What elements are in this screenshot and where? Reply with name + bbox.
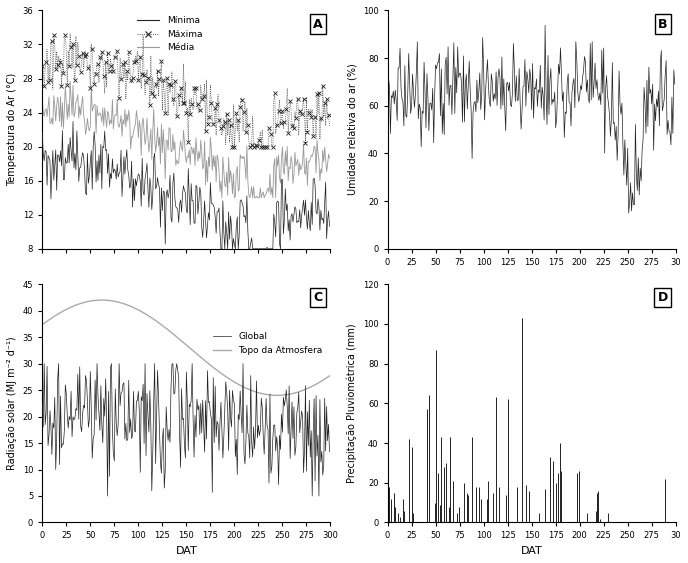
X-axis label: DAT: DAT xyxy=(175,546,197,556)
Text: C: C xyxy=(313,291,323,305)
Text: B: B xyxy=(658,17,667,30)
Global xyxy=(301,446,309,453)
Legend: Global, Topo da Atmosfera: Global, Topo da Atmosfera xyxy=(209,329,326,359)
Line: Topo da Atmosfera: Topo da Atmosfera xyxy=(42,300,330,395)
Topo da Atmosfera xyxy=(39,320,47,327)
Global xyxy=(325,448,334,455)
Y-axis label: Radiação solar (MJ m⁻² d⁻¹): Radiação solar (MJ m⁻² d⁻¹) xyxy=(7,337,17,470)
Global xyxy=(39,424,47,431)
Y-axis label: Umidade relativa do ar (%): Umidade relativa do ar (%) xyxy=(347,64,357,195)
Topo da Atmosfera xyxy=(325,373,334,379)
Topo da Atmosfera xyxy=(272,392,281,399)
Legend: Mínima, Máxima, Média: Mínima, Máxima, Média xyxy=(133,12,206,56)
Global xyxy=(210,439,218,446)
Topo da Atmosfera xyxy=(215,368,223,375)
Topo da Atmosfera xyxy=(210,365,218,372)
Topo da Atmosfera xyxy=(98,297,106,303)
X-axis label: DAT: DAT xyxy=(521,546,543,556)
Global xyxy=(103,493,111,499)
Global xyxy=(211,383,219,390)
Global xyxy=(216,419,224,426)
Global xyxy=(282,387,290,394)
Line: Global: Global xyxy=(42,364,330,496)
Topo da Atmosfera xyxy=(282,391,290,398)
Text: D: D xyxy=(658,291,667,305)
Text: A: A xyxy=(313,17,323,30)
Global xyxy=(38,399,46,406)
Topo da Atmosfera xyxy=(301,386,309,393)
Global xyxy=(40,360,48,367)
Y-axis label: Temperatura do Ar (°C): Temperatura do Ar (°C) xyxy=(7,73,17,186)
Topo da Atmosfera xyxy=(209,364,217,371)
Y-axis label: Precipitação Pluviométrica (mm): Precipitação Pluviométrica (mm) xyxy=(347,324,357,483)
Topo da Atmosfera xyxy=(38,321,46,328)
